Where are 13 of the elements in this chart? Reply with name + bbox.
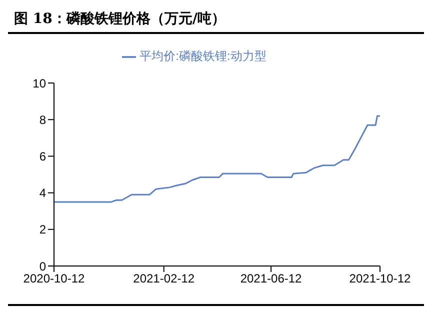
line-series — [54, 115, 380, 203]
y-tick-label: 10 — [32, 76, 46, 90]
y-tick-label: 0 — [39, 259, 46, 274]
y-tick-label: 8 — [39, 112, 46, 127]
y-tick-label: 6 — [39, 149, 46, 164]
x-tick-label: 2021-10-12 — [349, 272, 412, 286]
legend-label: 平均价:磷酸铁锂:动力型 — [140, 49, 266, 63]
y-tick-label: 4 — [39, 186, 46, 200]
x-tick-label: 2021-02-12 — [133, 272, 195, 286]
chart-title: 图 18：磷酸铁锂价格（万元/吨） — [8, 8, 424, 34]
x-tick-label: 2020-10-12 — [23, 272, 86, 286]
x-tick-label: 2021-06-12 — [240, 272, 302, 286]
y-tick-label: 2 — [39, 222, 46, 237]
